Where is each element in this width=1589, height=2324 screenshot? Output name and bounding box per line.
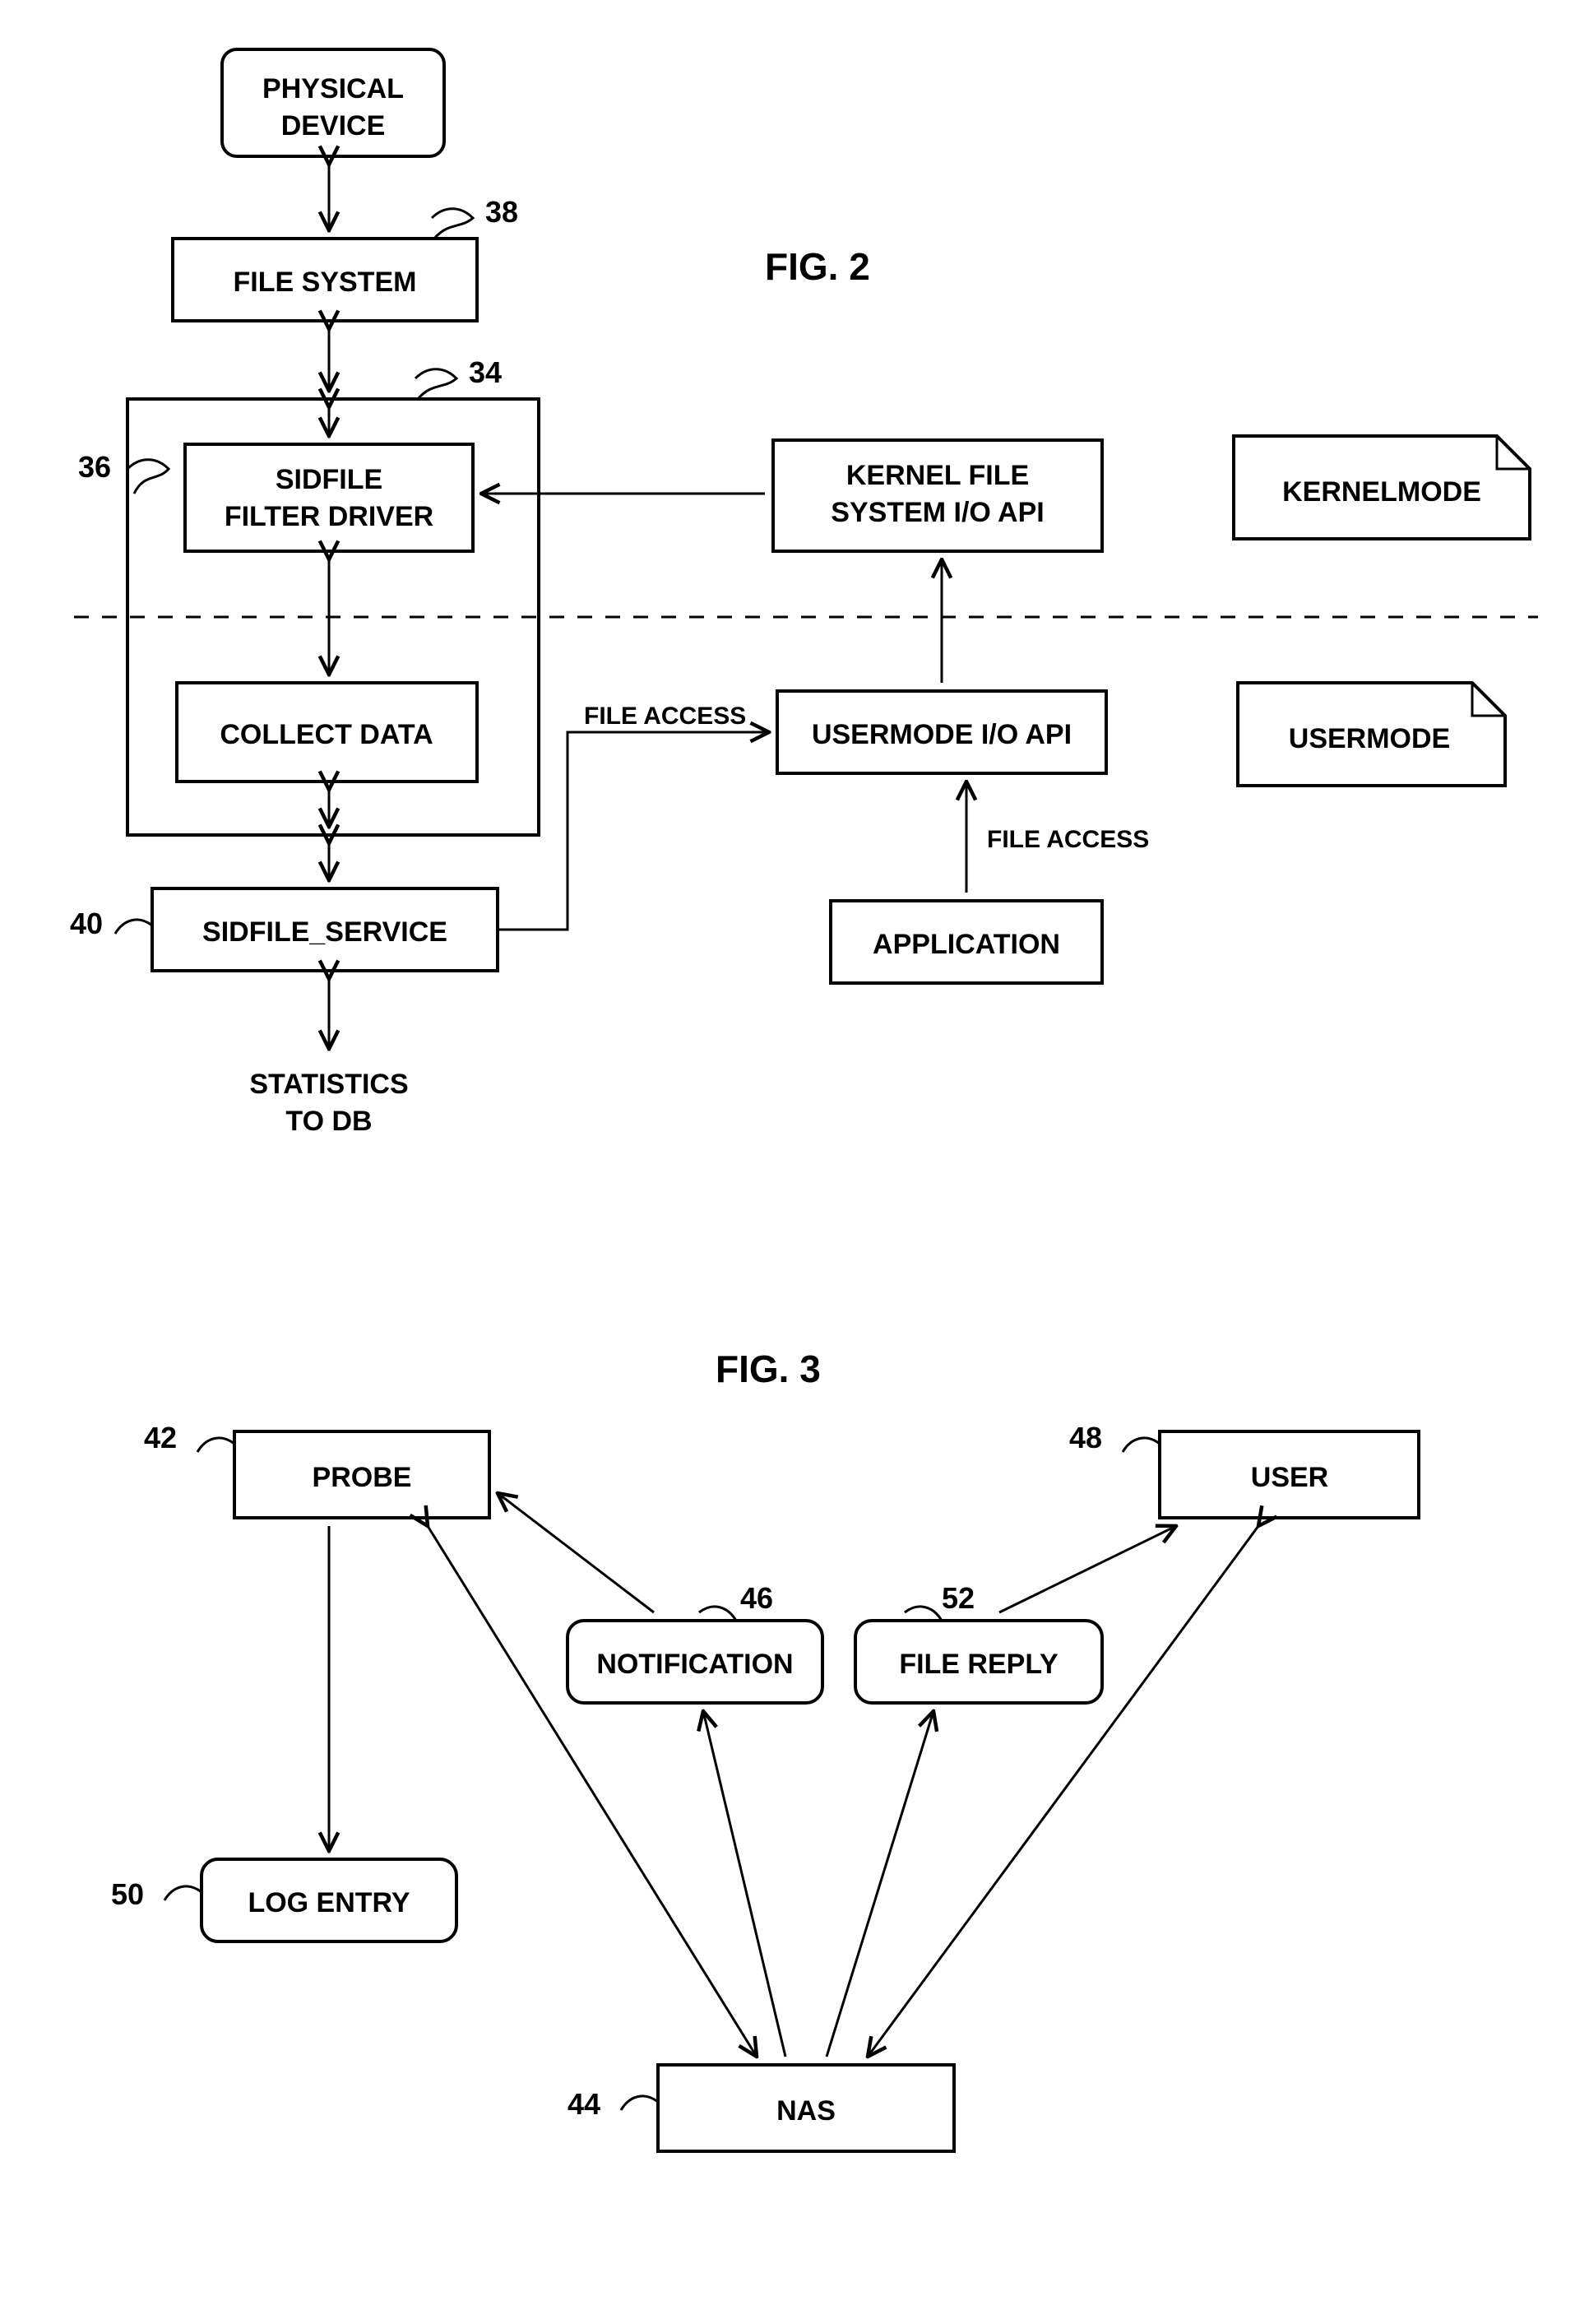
edge-user-nas	[868, 1526, 1258, 2057]
svg-text:USERMODE: USERMODE	[1289, 723, 1450, 754]
edge-nas-notif	[703, 1711, 785, 2057]
ref38-curl	[432, 209, 473, 239]
edge-reply-user	[999, 1526, 1176, 1612]
nas-label: NAS	[776, 2095, 836, 2127]
file-reply-label: FILE REPLY	[899, 1649, 1059, 1680]
ref-38: 38	[485, 195, 518, 229]
ref-36: 36	[78, 450, 111, 484]
node-sidfile-driver	[185, 444, 473, 551]
svg-text:KERNELMODE: KERNELMODE	[1282, 476, 1481, 508]
kernel-api-l2: SYSTEM I/O API	[831, 497, 1044, 528]
note-usermode: USERMODE	[1238, 683, 1505, 786]
ref-44: 44	[568, 2087, 600, 2121]
edge-notif-probe	[498, 1493, 654, 1612]
notification-label: NOTIFICATION	[596, 1649, 793, 1680]
note-kernelmode: KERNELMODE	[1234, 436, 1530, 539]
fig2-title: FIG. 2	[765, 245, 870, 288]
sidfile-driver-l1: SIDFILE	[276, 464, 382, 495]
physical-device-l1: PHYSICAL	[262, 73, 404, 104]
ref42-curl	[197, 1438, 234, 1452]
ref-52: 52	[942, 1581, 975, 1615]
node-kernel-api	[773, 440, 1102, 551]
application-label: APPLICATION	[873, 929, 1060, 960]
stats-l1: STATISTICS	[249, 1069, 408, 1100]
log-entry-label: LOG ENTRY	[248, 1887, 410, 1918]
ref-50: 50	[111, 1877, 144, 1911]
ref52-curl	[905, 1607, 942, 1621]
ref-34: 34	[469, 355, 502, 389]
ref-40: 40	[70, 907, 103, 940]
ref50-curl	[164, 1886, 202, 1900]
ref34-curl	[415, 369, 456, 399]
sidfile-service-label: SIDFILE_SERVICE	[202, 916, 447, 948]
ref48-curl	[1123, 1438, 1160, 1452]
ref-48: 48	[1069, 1421, 1102, 1454]
kernel-api-l1: KERNEL FILE	[846, 460, 1029, 491]
stats-l2: TO DB	[285, 1106, 372, 1137]
sidfile-driver-l2: FILTER DRIVER	[225, 501, 433, 532]
edge-probe-nas	[428, 1526, 757, 2057]
fig3-title: FIG. 3	[716, 1348, 821, 1390]
file-access-2: FILE ACCESS	[987, 826, 1149, 853]
ref44-curl	[621, 2096, 658, 2110]
ref-46: 46	[740, 1581, 773, 1615]
usermode-api-label: USERMODE I/O API	[812, 719, 1072, 750]
ref46-curl	[699, 1607, 736, 1621]
collect-data-label: COLLECT DATA	[220, 719, 433, 750]
file-system-label: FILE SYSTEM	[234, 267, 417, 298]
user-label: USER	[1251, 1462, 1328, 1493]
ref-42: 42	[144, 1421, 177, 1454]
ref40-curl	[115, 920, 152, 934]
file-access-1: FILE ACCESS	[584, 703, 746, 730]
probe-label: PROBE	[313, 1462, 412, 1493]
physical-device-l2: DEVICE	[281, 110, 386, 141]
edge-nas-reply	[827, 1711, 933, 2057]
diagram-canvas: FIG. 2 PHYSICAL DEVICE FILE SYSTEM 38 34…	[0, 0, 1589, 2324]
